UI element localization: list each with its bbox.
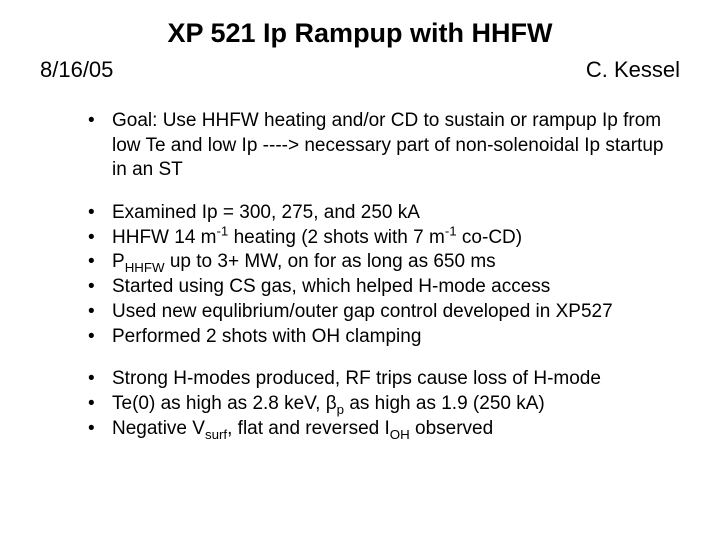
bullet-text: co-CD) — [457, 227, 522, 248]
list-item: Te(0) as high as 2.8 keV, βp as high as … — [88, 392, 680, 417]
bullet-text: heating (2 shots with 7 m — [228, 227, 445, 248]
superscript: -1 — [445, 223, 457, 238]
beta-symbol: β — [326, 393, 337, 414]
bullet-text: Te(0) as high as 2.8 keV, — [112, 393, 326, 414]
bullet-text: as high as 1.9 (250 kA) — [344, 393, 545, 414]
list-item: Goal: Use HHFW heating and/or CD to sust… — [88, 109, 680, 183]
bullet-text: Examined Ip = 300, 275, and 250 kA — [112, 202, 420, 223]
header-row: 8/16/05 C. Kessel — [40, 57, 680, 83]
bullet-text: , flat and reversed I — [227, 418, 390, 439]
subscript: HHFW — [125, 260, 165, 275]
slide: XP 521 Ip Rampup with HHFW 8/16/05 C. Ke… — [0, 0, 720, 540]
bullet-text: Strong H-modes produced, RF trips cause … — [112, 368, 601, 389]
list-item: HHFW 14 m-1 heating (2 shots with 7 m-1 … — [88, 226, 680, 251]
bullet-text: Performed 2 shots with OH clamping — [112, 326, 421, 347]
bullet-text: Started using CS gas, which helped H-mod… — [112, 276, 550, 297]
bullet-text: up to 3+ MW, on for as long as 650 ms — [165, 251, 496, 272]
bullet-list: Goal: Use HHFW heating and/or CD to sust… — [40, 109, 680, 441]
subscript: p — [337, 402, 344, 417]
bullet-text: Goal: Use HHFW heating and/or CD to sust… — [112, 110, 663, 180]
spacer — [88, 349, 680, 367]
bullet-text: P — [112, 251, 125, 272]
list-item: Performed 2 shots with OH clamping — [88, 325, 680, 350]
spacer — [88, 183, 680, 201]
list-item: Started using CS gas, which helped H-mod… — [88, 275, 680, 300]
slide-title: XP 521 Ip Rampup with HHFW — [40, 18, 680, 49]
bullet-text: HHFW 14 m — [112, 227, 217, 248]
list-item: Strong H-modes produced, RF trips cause … — [88, 367, 680, 392]
subscript: OH — [390, 426, 410, 441]
list-item: Used new equlibrium/outer gap control de… — [88, 300, 680, 325]
bullet-text: observed — [410, 418, 493, 439]
bullet-text: Negative V — [112, 418, 205, 439]
list-item: PHHFW up to 3+ MW, on for as long as 650… — [88, 250, 680, 275]
slide-date: 8/16/05 — [40, 57, 113, 83]
bullet-text: Used new equlibrium/outer gap control de… — [112, 301, 613, 322]
list-item: Examined Ip = 300, 275, and 250 kA — [88, 201, 680, 226]
slide-author: C. Kessel — [586, 57, 680, 83]
superscript: -1 — [217, 223, 229, 238]
list-item: Negative Vsurf, flat and reversed IOH ob… — [88, 417, 680, 442]
subscript: surf — [205, 426, 227, 441]
